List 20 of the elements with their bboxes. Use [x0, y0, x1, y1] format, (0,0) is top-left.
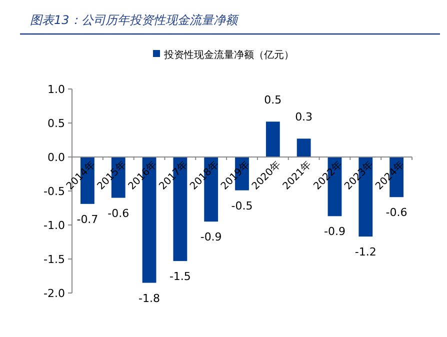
data-label: -0.7: [76, 212, 98, 226]
y-tick-label: -1.5: [44, 253, 65, 266]
y-tick-label: 1.0: [48, 83, 65, 96]
title: 图表13：公司历年投资性现金流量净额: [30, 13, 238, 27]
y-tick-label: -2.0: [44, 287, 65, 300]
data-label: 0.3: [295, 110, 313, 124]
y-tick-label: -0.5: [44, 185, 65, 198]
data-label: -0.5: [231, 199, 253, 212]
data-label: -1.2: [354, 246, 376, 259]
legend: 投资性现金流量净额（亿元）: [153, 50, 294, 61]
data-label: 0.5: [264, 94, 282, 107]
y-tick-label: 0.0: [48, 151, 65, 164]
y-tick-label: -1.0: [44, 219, 65, 232]
y-tick-label: 0.5: [48, 117, 65, 130]
data-label: -0.6: [108, 206, 130, 220]
data-label: -0.6: [386, 206, 408, 220]
data-label: -1.8: [138, 292, 160, 305]
data-label: -0.9: [200, 230, 222, 244]
data-label: -1.5: [169, 270, 191, 284]
data-label: -0.9: [324, 225, 346, 238]
